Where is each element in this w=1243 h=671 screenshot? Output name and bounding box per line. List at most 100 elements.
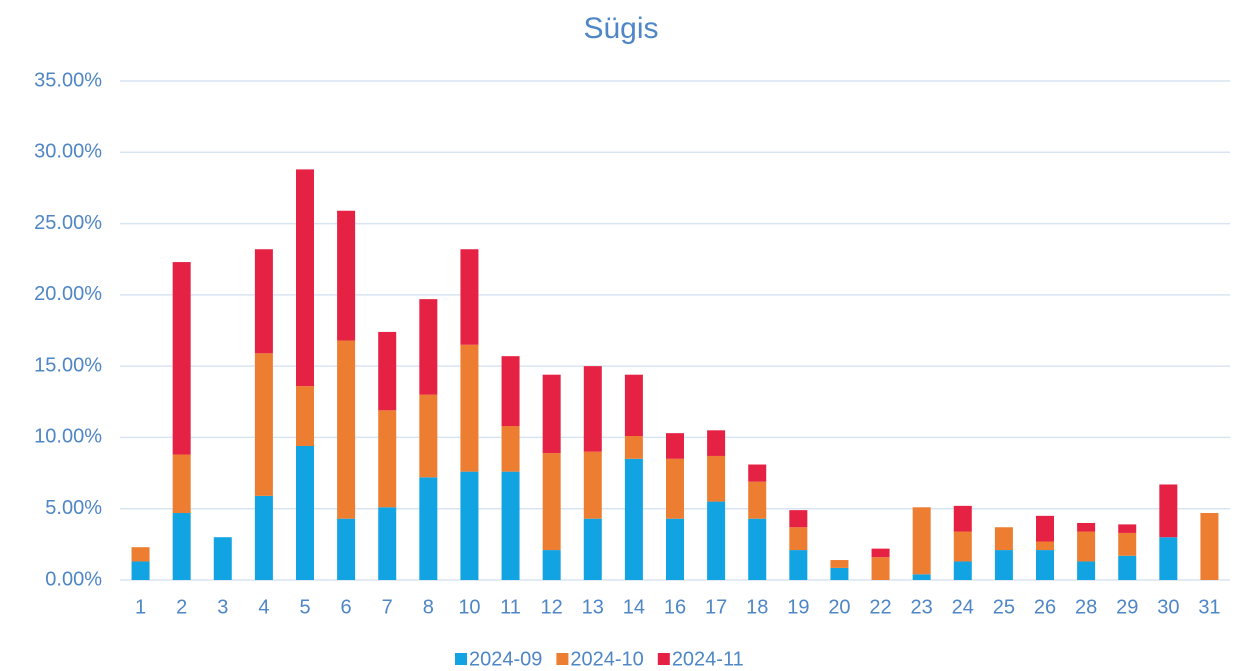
bar-segment bbox=[460, 344, 479, 472]
x-tick-label: 30 bbox=[1157, 596, 1179, 618]
bar-segment bbox=[830, 560, 849, 568]
bar-segment bbox=[1200, 512, 1219, 580]
y-tick-label: 0.00% bbox=[45, 568, 102, 590]
bar-segment bbox=[1077, 531, 1096, 562]
x-tick-label: 23 bbox=[911, 596, 933, 618]
bar-segment bbox=[254, 353, 273, 496]
bar-segment bbox=[789, 510, 808, 528]
bar-segment bbox=[912, 507, 931, 575]
legend-label: 2024-11 bbox=[672, 648, 744, 670]
bar-segment bbox=[296, 445, 314, 580]
x-tick-label: 14 bbox=[623, 596, 645, 618]
bar-segment bbox=[666, 458, 684, 519]
bar-segment bbox=[707, 501, 726, 580]
legend-label: 2024-10 bbox=[570, 648, 643, 670]
bar-segment bbox=[460, 471, 479, 580]
y-tick-label: 10.00% bbox=[34, 426, 102, 448]
x-tick-label: 17 bbox=[705, 596, 727, 618]
chart-title: Sügis bbox=[583, 12, 658, 45]
bar-segment bbox=[501, 471, 520, 580]
bar-segment bbox=[871, 557, 890, 580]
bar-segment bbox=[748, 481, 767, 519]
bar-segment bbox=[1077, 561, 1096, 580]
bar-segment bbox=[460, 249, 479, 345]
x-tick-label: 26 bbox=[1034, 596, 1056, 618]
bar-segment bbox=[953, 531, 972, 562]
x-tick-label: 29 bbox=[1116, 596, 1138, 618]
bar-segment bbox=[789, 527, 808, 551]
bar-segment bbox=[624, 436, 643, 459]
y-tick-label: 20.00% bbox=[34, 283, 102, 305]
bar-segment bbox=[172, 262, 191, 455]
bar-segment bbox=[131, 547, 150, 562]
y-tick-label: 5.00% bbox=[45, 497, 102, 519]
bar-segment bbox=[378, 507, 397, 580]
bar-segment bbox=[624, 458, 643, 580]
x-tick-label: 8 bbox=[423, 596, 434, 618]
x-tick-label: 11 bbox=[500, 596, 521, 618]
bar-segment bbox=[1118, 555, 1137, 580]
bar-segment bbox=[666, 433, 684, 459]
x-tick-label: 16 bbox=[664, 596, 686, 618]
bar-segment bbox=[871, 548, 890, 558]
x-tick-label: 18 bbox=[746, 596, 768, 618]
bar-segment bbox=[953, 561, 972, 580]
bar-segment bbox=[707, 455, 726, 502]
x-tick-label: 7 bbox=[382, 596, 393, 618]
bar-segment bbox=[1159, 484, 1178, 538]
bar-segment bbox=[1118, 524, 1137, 533]
bar-segment bbox=[419, 299, 438, 395]
legend-swatch bbox=[556, 653, 569, 665]
bar-segment bbox=[624, 374, 643, 437]
bar-segment bbox=[378, 331, 397, 411]
x-tick-label: 31 bbox=[1198, 596, 1220, 618]
bar-segment bbox=[296, 169, 314, 387]
bar-segment bbox=[254, 249, 273, 354]
bar-segment bbox=[748, 464, 767, 482]
bar-segment bbox=[542, 550, 561, 580]
bar-segment bbox=[789, 550, 808, 580]
bar-segment bbox=[912, 574, 931, 580]
x-tick-label: 28 bbox=[1075, 596, 1097, 618]
bar-segment bbox=[1118, 532, 1137, 556]
bar-segment bbox=[994, 550, 1013, 580]
bar-segment bbox=[542, 453, 561, 551]
x-tick-label: 22 bbox=[869, 596, 891, 618]
bar-segment bbox=[337, 210, 356, 341]
y-tick-label: 25.00% bbox=[34, 212, 102, 234]
bar-segment bbox=[337, 518, 356, 580]
bar-segment bbox=[296, 386, 314, 446]
bar-segment bbox=[419, 477, 438, 580]
x-tick-label: 20 bbox=[828, 596, 850, 618]
bar-segment bbox=[501, 356, 520, 427]
bar-segment bbox=[1036, 550, 1054, 580]
bar-segment bbox=[994, 527, 1013, 551]
bar-segment bbox=[1077, 522, 1096, 532]
x-tick-label: 19 bbox=[787, 596, 809, 618]
x-tick-label: 13 bbox=[582, 596, 604, 618]
x-tick-label: 5 bbox=[299, 596, 310, 618]
bar-segment bbox=[666, 518, 684, 580]
bar-segment bbox=[583, 518, 602, 580]
bar-segment bbox=[254, 495, 273, 580]
bar-segment bbox=[501, 426, 520, 472]
bar-segment bbox=[172, 454, 191, 513]
bar-segment bbox=[378, 410, 397, 508]
x-tick-label: 25 bbox=[993, 596, 1015, 618]
legend-swatch bbox=[657, 653, 670, 665]
bar-segment bbox=[707, 430, 726, 456]
bar-segment bbox=[542, 374, 561, 454]
x-tick-label: 6 bbox=[341, 596, 352, 618]
x-tick-label: 1 bbox=[135, 596, 146, 618]
bar-segment bbox=[1159, 537, 1178, 580]
x-tick-label: 24 bbox=[952, 596, 974, 618]
legend-swatch bbox=[455, 653, 467, 665]
bar-segment bbox=[419, 394, 438, 478]
bar-segment bbox=[583, 451, 602, 519]
bar-segment bbox=[213, 537, 232, 580]
y-tick-label: 15.00% bbox=[34, 354, 102, 376]
bar-segment bbox=[830, 567, 849, 580]
bar-segment bbox=[1036, 541, 1054, 551]
y-tick-label: 35.00% bbox=[34, 69, 102, 91]
